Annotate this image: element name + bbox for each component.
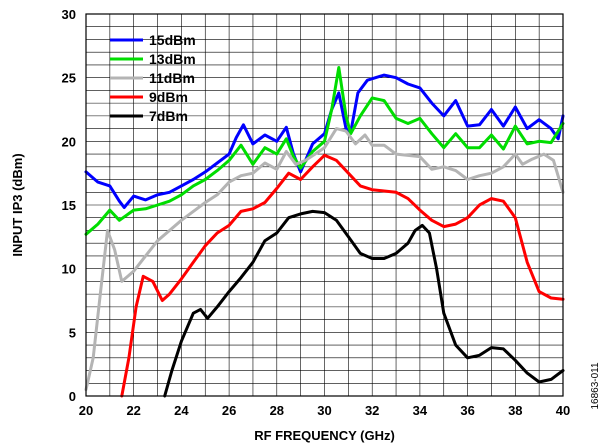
legend-label: 11dBm: [149, 70, 195, 86]
legend-label: 15dBm: [149, 32, 196, 48]
y-axis-label: INPUT IP3 (dBm): [10, 153, 25, 256]
tick-labels: 20 22 24 26 28 30 32 34 36 38 40 0 5 10 15 20 25 30: [62, 7, 571, 418]
x-tick-label: 36: [460, 403, 474, 418]
x-tick-label: 38: [508, 403, 522, 418]
x-tick-label: 40: [556, 403, 570, 418]
x-tick-label: 20: [79, 403, 93, 418]
figure-id: 16863-011: [590, 362, 601, 410]
x-tick-label: 22: [126, 403, 140, 418]
x-tick-label: 28: [270, 403, 284, 418]
y-tick-label: 10: [62, 262, 76, 277]
series-line-9dBm: [120, 153, 565, 398]
legend-label: 13dBm: [149, 51, 196, 67]
x-tick-label: 26: [222, 403, 236, 418]
series-line-15dBm: [84, 73, 565, 209]
legend: 15dBm 13dBm 11dBm 9dBm 7dBm: [110, 32, 196, 124]
series-line-13dBm: [84, 66, 565, 236]
y-tick-label: 5: [69, 325, 76, 340]
series-line-11dBm: [84, 127, 565, 392]
x-tick-label: 30: [317, 403, 331, 418]
y-tick-label: 30: [62, 7, 76, 22]
x-tick-label: 34: [413, 403, 428, 418]
legend-label: 7dBm: [149, 108, 188, 124]
x-tick-label: 24: [174, 403, 189, 418]
plot-frame: [85, 13, 564, 397]
y-tick-label: 0: [69, 389, 76, 404]
series-line-7dBm: [163, 209, 565, 398]
y-tick-label: 15: [62, 198, 76, 213]
x-tick-label: 32: [365, 403, 379, 418]
legend-label: 9dBm: [149, 89, 188, 105]
y-tick-label: 20: [62, 134, 76, 149]
series-lines: [84, 66, 565, 398]
y-tick-label: 25: [62, 71, 76, 86]
x-axis-label: RF FREQUENCY (GHz): [254, 428, 395, 443]
